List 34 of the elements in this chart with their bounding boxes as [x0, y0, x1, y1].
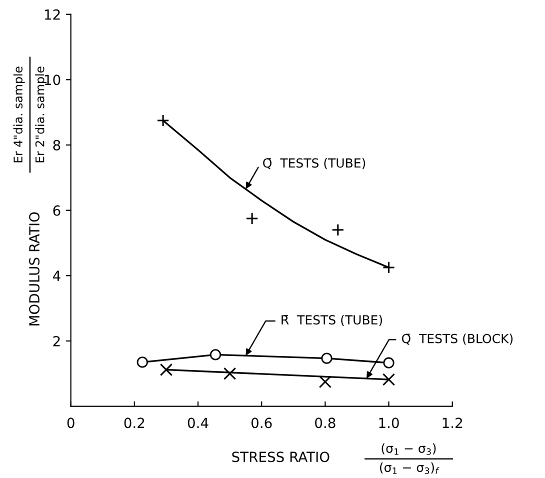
y-tick-label: 8: [53, 140, 60, 150]
x-tick-label: 0.8: [315, 418, 336, 428]
x-tick-label: 0: [67, 418, 74, 428]
point: [318, 375, 332, 388]
point: [223, 367, 236, 380]
point: [210, 349, 222, 360]
x-tick-label: 0.2: [124, 418, 144, 428]
x-tick-label: 1.0: [379, 418, 399, 428]
y-tick-label: 10: [44, 74, 60, 86]
point: [160, 363, 173, 376]
y-tick-label: 2: [53, 336, 60, 346]
point: [136, 356, 148, 368]
y-axis-title: MODULUS RATIO: [29, 212, 40, 326]
point: [383, 357, 394, 368]
point: [382, 373, 396, 386]
text: Q̄ TESTS (BLOCK): [402, 334, 513, 345]
text: Er 4"dia. sample: [13, 66, 25, 162]
y-tick-label: 4: [52, 270, 60, 281]
y-tick-label: 6: [53, 205, 60, 216]
y-tick-label: 12: [44, 9, 60, 20]
text: Er 2"dia. sample: [35, 66, 47, 162]
point: [321, 352, 332, 364]
point: [156, 114, 170, 127]
x-tick-label: 0.4: [188, 418, 208, 428]
x-tick-label: 0.6: [251, 418, 272, 428]
x-tick-label: 1.2: [442, 418, 462, 428]
point: [382, 261, 396, 274]
text: (σ$_{1}$ − σ$_{3}$): [382, 443, 436, 455]
text: (σ$_{1}$ − σ$_{3}$)$_{f}$: [380, 462, 440, 474]
text: Q̄ TESTS (TUBE): [263, 158, 366, 170]
text: R̄ TESTS (TUBE): [282, 314, 382, 326]
point: [332, 224, 344, 236]
point: [246, 212, 258, 225]
x-axis-title: STRESS RATIO: [232, 452, 330, 462]
